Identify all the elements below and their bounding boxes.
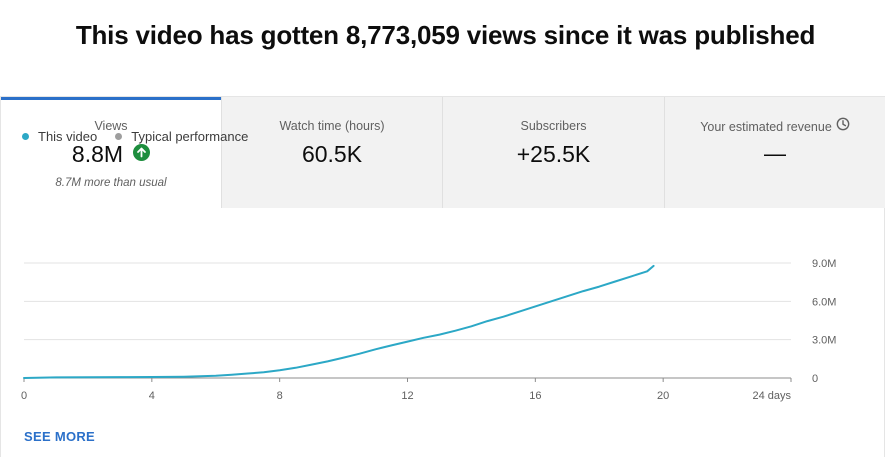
tab-watch-time[interactable]: Watch time (hours) 60.5K <box>221 97 442 208</box>
y-tick-label: 9.0M <box>812 258 836 270</box>
see-more-link[interactable]: SEE MORE <box>24 429 96 444</box>
y-tick-label: 3.0M <box>812 335 836 347</box>
x-tick-label: 4 <box>149 390 155 402</box>
tab-views-comparison: 8.7M more than usual <box>55 177 167 189</box>
legend-item-this-video[interactable]: This video <box>22 129 97 144</box>
tab-subscribers-value: +25.5K <box>516 141 591 167</box>
tab-views-value: 8.8M <box>71 141 124 167</box>
x-tick-label: 0 <box>21 390 27 402</box>
tab-views-value-row: 8.8M <box>1 141 221 168</box>
x-tick-label: 8 <box>277 390 283 402</box>
arrow-up-icon <box>133 144 151 162</box>
tab-views-label: Views <box>94 119 128 133</box>
page-headline: This video has gotten 8,773,059 views si… <box>75 20 816 50</box>
y-tick-label: 6.0M <box>812 296 836 308</box>
tab-revenue-label: Your estimated revenue <box>700 119 832 134</box>
tab-subscribers-label: Subscribers <box>520 119 587 133</box>
legend-dot-typical <box>115 133 123 140</box>
analytics-card: Views 8.8M 8.7M more than usual Watch ti… <box>0 96 885 457</box>
tab-subscribers[interactable]: Subscribers +25.5K <box>442 97 664 208</box>
legend-item-typical[interactable]: Typical performance <box>115 129 248 144</box>
tab-watch-time-value: 60.5K <box>301 141 363 167</box>
series-line-this-video <box>23 264 655 379</box>
metric-tabs: Views 8.8M 8.7M more than usual Watch ti… <box>1 97 885 208</box>
x-tick-label: 24 days <box>752 390 791 402</box>
y-tick-label: 0 <box>812 373 818 385</box>
x-tick-label: 16 <box>529 390 541 402</box>
legend-label-this-video: This video <box>38 129 98 144</box>
tab-views[interactable]: Views 8.8M 8.7M more than usual <box>1 97 221 208</box>
chart-legend: This video Typical performance <box>22 129 266 144</box>
tab-revenue-label-row: Your estimated revenue <box>665 117 885 136</box>
tab-revenue-value: — <box>764 141 786 166</box>
x-tick-label: 12 <box>401 390 413 402</box>
tab-estimated-revenue[interactable]: Your estimated revenue — <box>664 97 885 208</box>
x-tick-label: 20 <box>657 390 669 402</box>
tab-watch-time-label: Watch time (hours) <box>279 119 385 133</box>
legend-label-typical: Typical performance <box>131 129 249 144</box>
legend-dot-this-video <box>22 133 29 140</box>
clock-icon <box>836 117 850 134</box>
